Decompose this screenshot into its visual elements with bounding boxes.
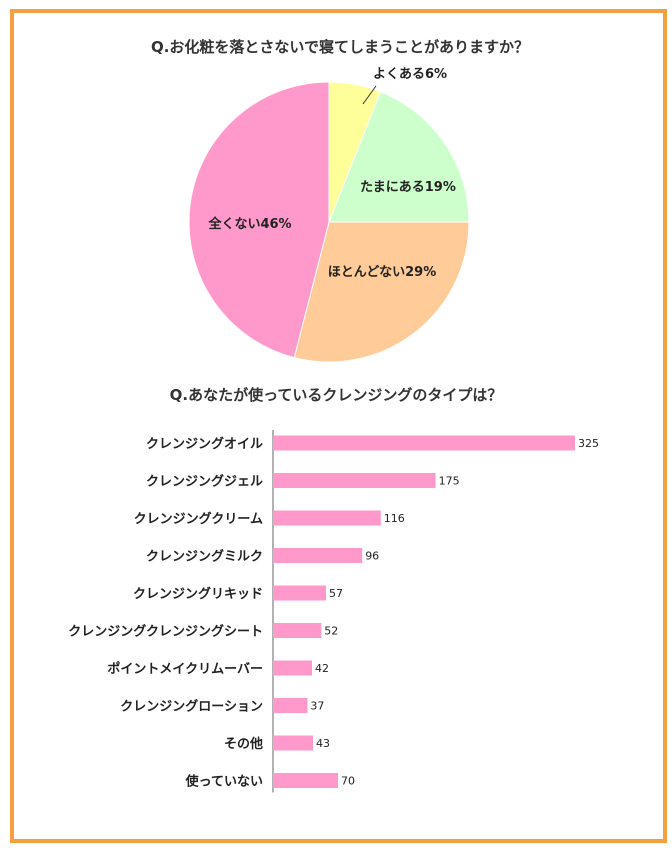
bar-value-label-5: 52 [324, 625, 338, 638]
bar-category-label-1: クレンジングジェル [146, 474, 263, 490]
bar-category-label-6: ポイントメイクリムーバー [107, 661, 263, 677]
bar-category-label-0: クレンジングオイル [146, 436, 263, 452]
pie-label-2: ほとんどない29% [328, 265, 436, 280]
bar-value-label-1: 175 [439, 475, 460, 488]
bar-3 [273, 548, 363, 563]
bar-1 [273, 473, 436, 488]
bar-2 [273, 510, 381, 526]
pie-chart: よくある6% たまにある19% ほとんどない29% 全くない46% [188, 67, 470, 363]
bar-value-label-4: 57 [329, 587, 343, 600]
bar-chart: クレンジングオイル 325 クレンジングジェル 175 クレンジングクリーム 116 クレン… [68, 430, 599, 793]
pie-label-0: よくある6% [373, 67, 447, 82]
bar-value-label-8: 43 [316, 737, 330, 750]
bar-8 [273, 735, 313, 751]
pie-label-1: たまにある19% [360, 180, 456, 195]
bar-category-label-5: クレンジングクレンジングシート [68, 624, 263, 640]
bar-value-label-9: 70 [341, 775, 355, 788]
bar-value-label-7: 37 [310, 700, 324, 713]
bar-category-label-2: クレンジングクリーム [134, 511, 263, 527]
bar-category-label-9: 使っていない [185, 774, 263, 790]
bar-value-label-3: 96 [365, 550, 379, 563]
pie-label-3: 全くない46% [207, 216, 291, 232]
bar-value-label-2: 116 [384, 512, 405, 525]
pie-slice-2 [293, 221, 470, 363]
bar-6 [273, 660, 312, 676]
pie-slice-3 [188, 81, 330, 359]
bar-value-label-6: 42 [315, 662, 329, 675]
bar-title: Q.あなたが使っているクレンジングのタイプは？ [170, 386, 503, 404]
bar-7 [273, 698, 308, 713]
bar-0 [273, 435, 575, 451]
bar-category-label-7: クレンジングローション [120, 699, 263, 715]
bar-category-label-8: その他 [224, 736, 263, 752]
pie-leader-line-0 [362, 85, 377, 105]
bar-category-label-3: クレンジングミルク [146, 549, 263, 565]
pie-title: Q.お化粧を落とさないで寝てしまうことがありますか？ [151, 38, 529, 56]
bar-5 [273, 623, 322, 638]
pie-slice-1 [328, 91, 470, 223]
bar-category-label-4: クレンジングリキッド [133, 586, 263, 602]
bar-9 [273, 773, 338, 788]
bar-value-label-0: 325 [578, 437, 599, 450]
bar-4 [273, 585, 326, 601]
